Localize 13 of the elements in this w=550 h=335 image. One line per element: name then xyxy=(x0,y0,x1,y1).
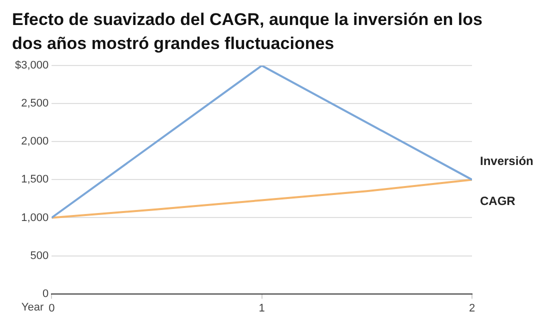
series-label: Inversión xyxy=(480,154,534,168)
y-tick-label: 2,500 xyxy=(21,98,49,110)
y-tick-label: 2,000 xyxy=(21,136,49,148)
y-tick-label: 500 xyxy=(30,250,49,262)
y-tick-label: 1,000 xyxy=(21,212,49,224)
x-tick-label: 2 xyxy=(468,302,476,314)
y-tick-label: 1,500 xyxy=(21,174,49,186)
series-label: CAGR xyxy=(480,194,516,208)
y-tick-label: $3,000 xyxy=(14,60,49,72)
x-tick-label: 1 xyxy=(258,302,265,314)
x-axis-title: Year xyxy=(21,301,44,314)
y-tick-label: 0 xyxy=(42,288,49,300)
chart-title: Efecto de suavizado del CAGR, aunque la inversión en los dos años mostró grandes fluctuaciones xyxy=(11,9,484,55)
